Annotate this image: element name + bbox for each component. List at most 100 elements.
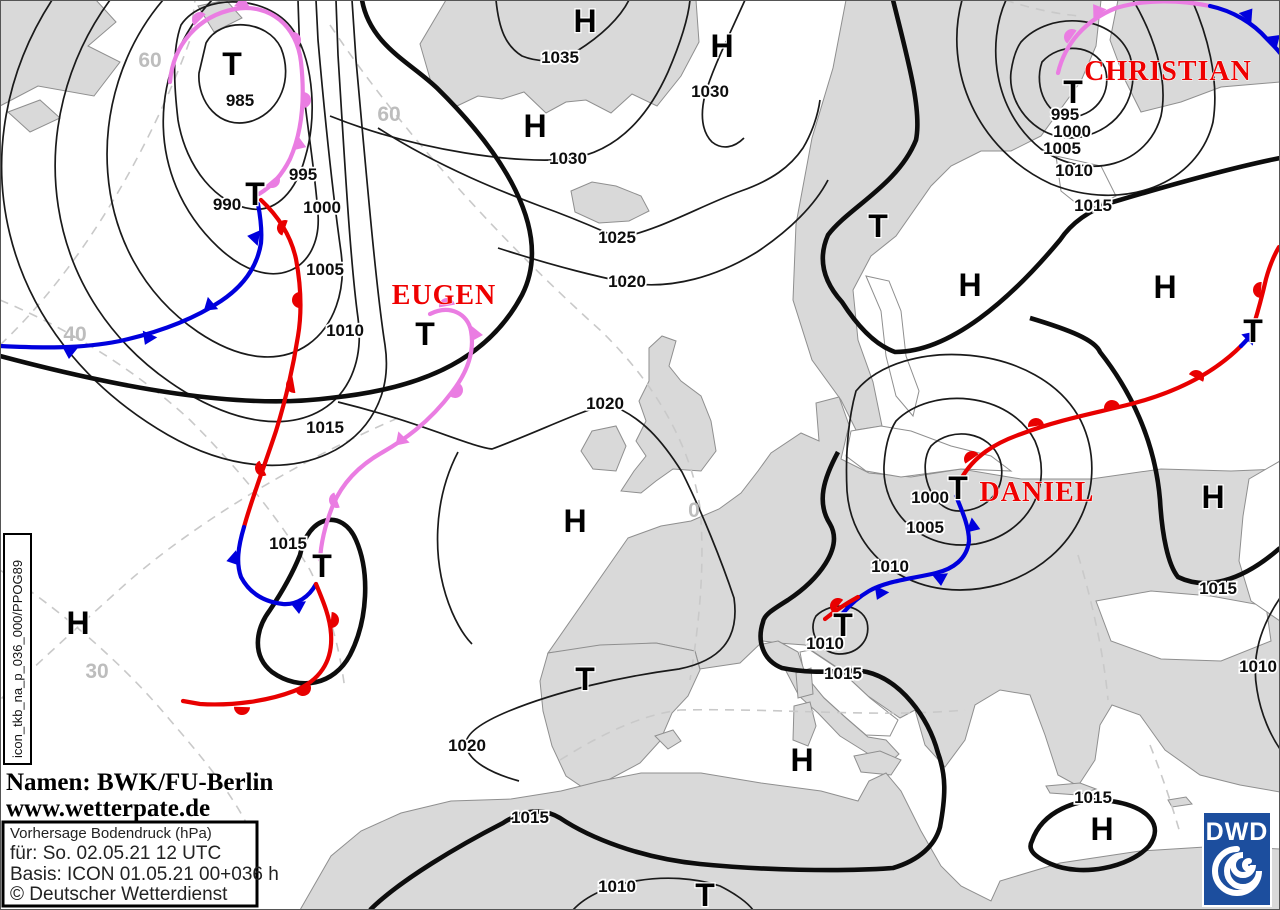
landmass-arctic-islet2 [7,99,61,133]
isobar-label: 1020 [448,736,486,755]
isobar-label: 1010 [871,557,909,576]
isobar-label: 1025 [598,228,636,247]
landmass-cyprus [1167,796,1193,808]
high-center: H [958,267,981,303]
credit-line1: Namen: BWK/FU-Berlin [6,769,273,796]
low-center: T [245,176,265,212]
credit-line2: www.wetterpate.de [6,795,210,822]
low-center: T [575,661,595,697]
info-valid-time: für: So. 02.05.21 12 UTC [10,843,221,864]
isobar-label: 1015 [1199,579,1237,598]
warm-front-east-edge [1251,244,1280,327]
sea-black-sea [1095,590,1272,662]
landmass-crete [1045,782,1098,796]
info-model-basis: Basis: ICON 01.05.21 00+036 h [10,864,279,885]
landmass-britain [620,335,717,494]
dwd-logo: DWD [1202,811,1272,907]
low-center: T [312,548,332,584]
isobar-label: 1010 [1055,161,1093,180]
high-center: H [573,3,596,39]
product-id-text: icon_tkb_na_p_036_000/PPOG89 [10,560,25,758]
isobar-label: 1005 [906,518,944,537]
high-center: H [563,503,586,539]
low-center-christian: T [1063,74,1083,110]
low-center-eugen: T [415,316,435,352]
sea-gulf-bothnia [865,275,920,418]
high-center: H [1153,269,1176,305]
isobar-label: 1000 [1053,122,1091,141]
landmass-ireland [580,425,627,472]
landmass-sardinia [792,701,817,747]
cold-front-hook-south [236,524,319,607]
graticule-label: 60 [138,49,161,72]
isobar-labels: 985 990 995 1000 1005 1010 1015 1015 103… [211,46,1279,898]
forecast-info-box: Vorhersage Bodendruck (hPa) für: So. 02.… [1,820,279,908]
front-layer [0,0,1280,715]
isobar-label: 1010 [806,634,844,653]
warm-front-southwest [180,581,334,707]
isobar-label: 1005 [1043,139,1081,158]
low-center: T [222,46,242,82]
warm-front-west [241,197,303,530]
dwd-spiral-icon [1212,846,1262,896]
cold-front-christian [1207,3,1280,56]
landmass-continent [546,396,1280,793]
low-center: T [1243,313,1263,349]
sea-caspian [1238,460,1280,622]
isobar-label: 995 [289,165,317,184]
isobar-label: 1000 [911,488,949,507]
isobar-label: 1035 [541,48,579,67]
info-copyright: © Deutscher Wetterdienst [10,884,228,905]
landmass-north-africa [299,772,1280,910]
graticule-labels: 60 60 40 30 0 [63,49,700,683]
landmass-scandinavia [792,0,1102,431]
isobar-label: 1020 [608,272,646,291]
high-center: H [523,108,546,144]
storm-name-christian: CHRISTIAN [1084,56,1252,87]
info-product: Vorhersage Bodendruck (hPa) [10,825,212,842]
isobar-label: 1015 [511,808,549,827]
warm-front-italy [822,594,861,622]
graticule-label: 0 [688,499,700,522]
cold-front-atlantic [0,201,264,350]
graticule-label: 60 [377,103,400,126]
isobar-label: 1030 [549,149,587,168]
landmass-iceland [570,181,650,224]
occluded-front-christian [1055,0,1213,76]
isobar-label: 1020 [586,394,624,413]
isobar-label: 1010 [598,877,636,896]
landmass-iberia [539,642,701,790]
sea-white-sea [1055,155,1117,212]
isobar-label: 990 [213,195,241,214]
isobar-label: 1015 [1074,788,1112,807]
low-center: T [695,877,715,910]
storm-names: EUGEN CHRISTIAN DANIEL [391,56,1252,509]
landmass-russia-north [1109,0,1280,113]
isobar-label: 1005 [306,260,344,279]
low-center: T [833,607,853,643]
isobar-label: 1010 [1239,657,1277,676]
side-product-label: icon_tkb_na_p_036_000/PPOG89 [3,533,32,765]
credits-block: Namen: BWK/FU-Berlin www.wetterpate.de [6,769,273,822]
occluded-front-northwest [167,5,305,197]
front-markers [62,0,1280,715]
isobar-label: 995 [1051,105,1079,124]
high-center: H [1201,479,1224,515]
isobar-label: 1015 [824,664,862,683]
warm-front-daniel [958,343,1244,482]
high-center: H [1090,811,1113,847]
landmass-sicily [853,750,902,776]
isobar-label: 985 [226,91,254,110]
landmass-canadian-arctic [0,0,121,107]
storm-name-eugen: EUGEN [392,280,497,311]
high-center: H [710,28,733,64]
isobar-label: 1030 [691,82,729,101]
graticule-label: 40 [63,323,86,346]
dwd-logo-text: DWD [1206,818,1269,846]
isobar-label: 1000 [303,198,341,217]
